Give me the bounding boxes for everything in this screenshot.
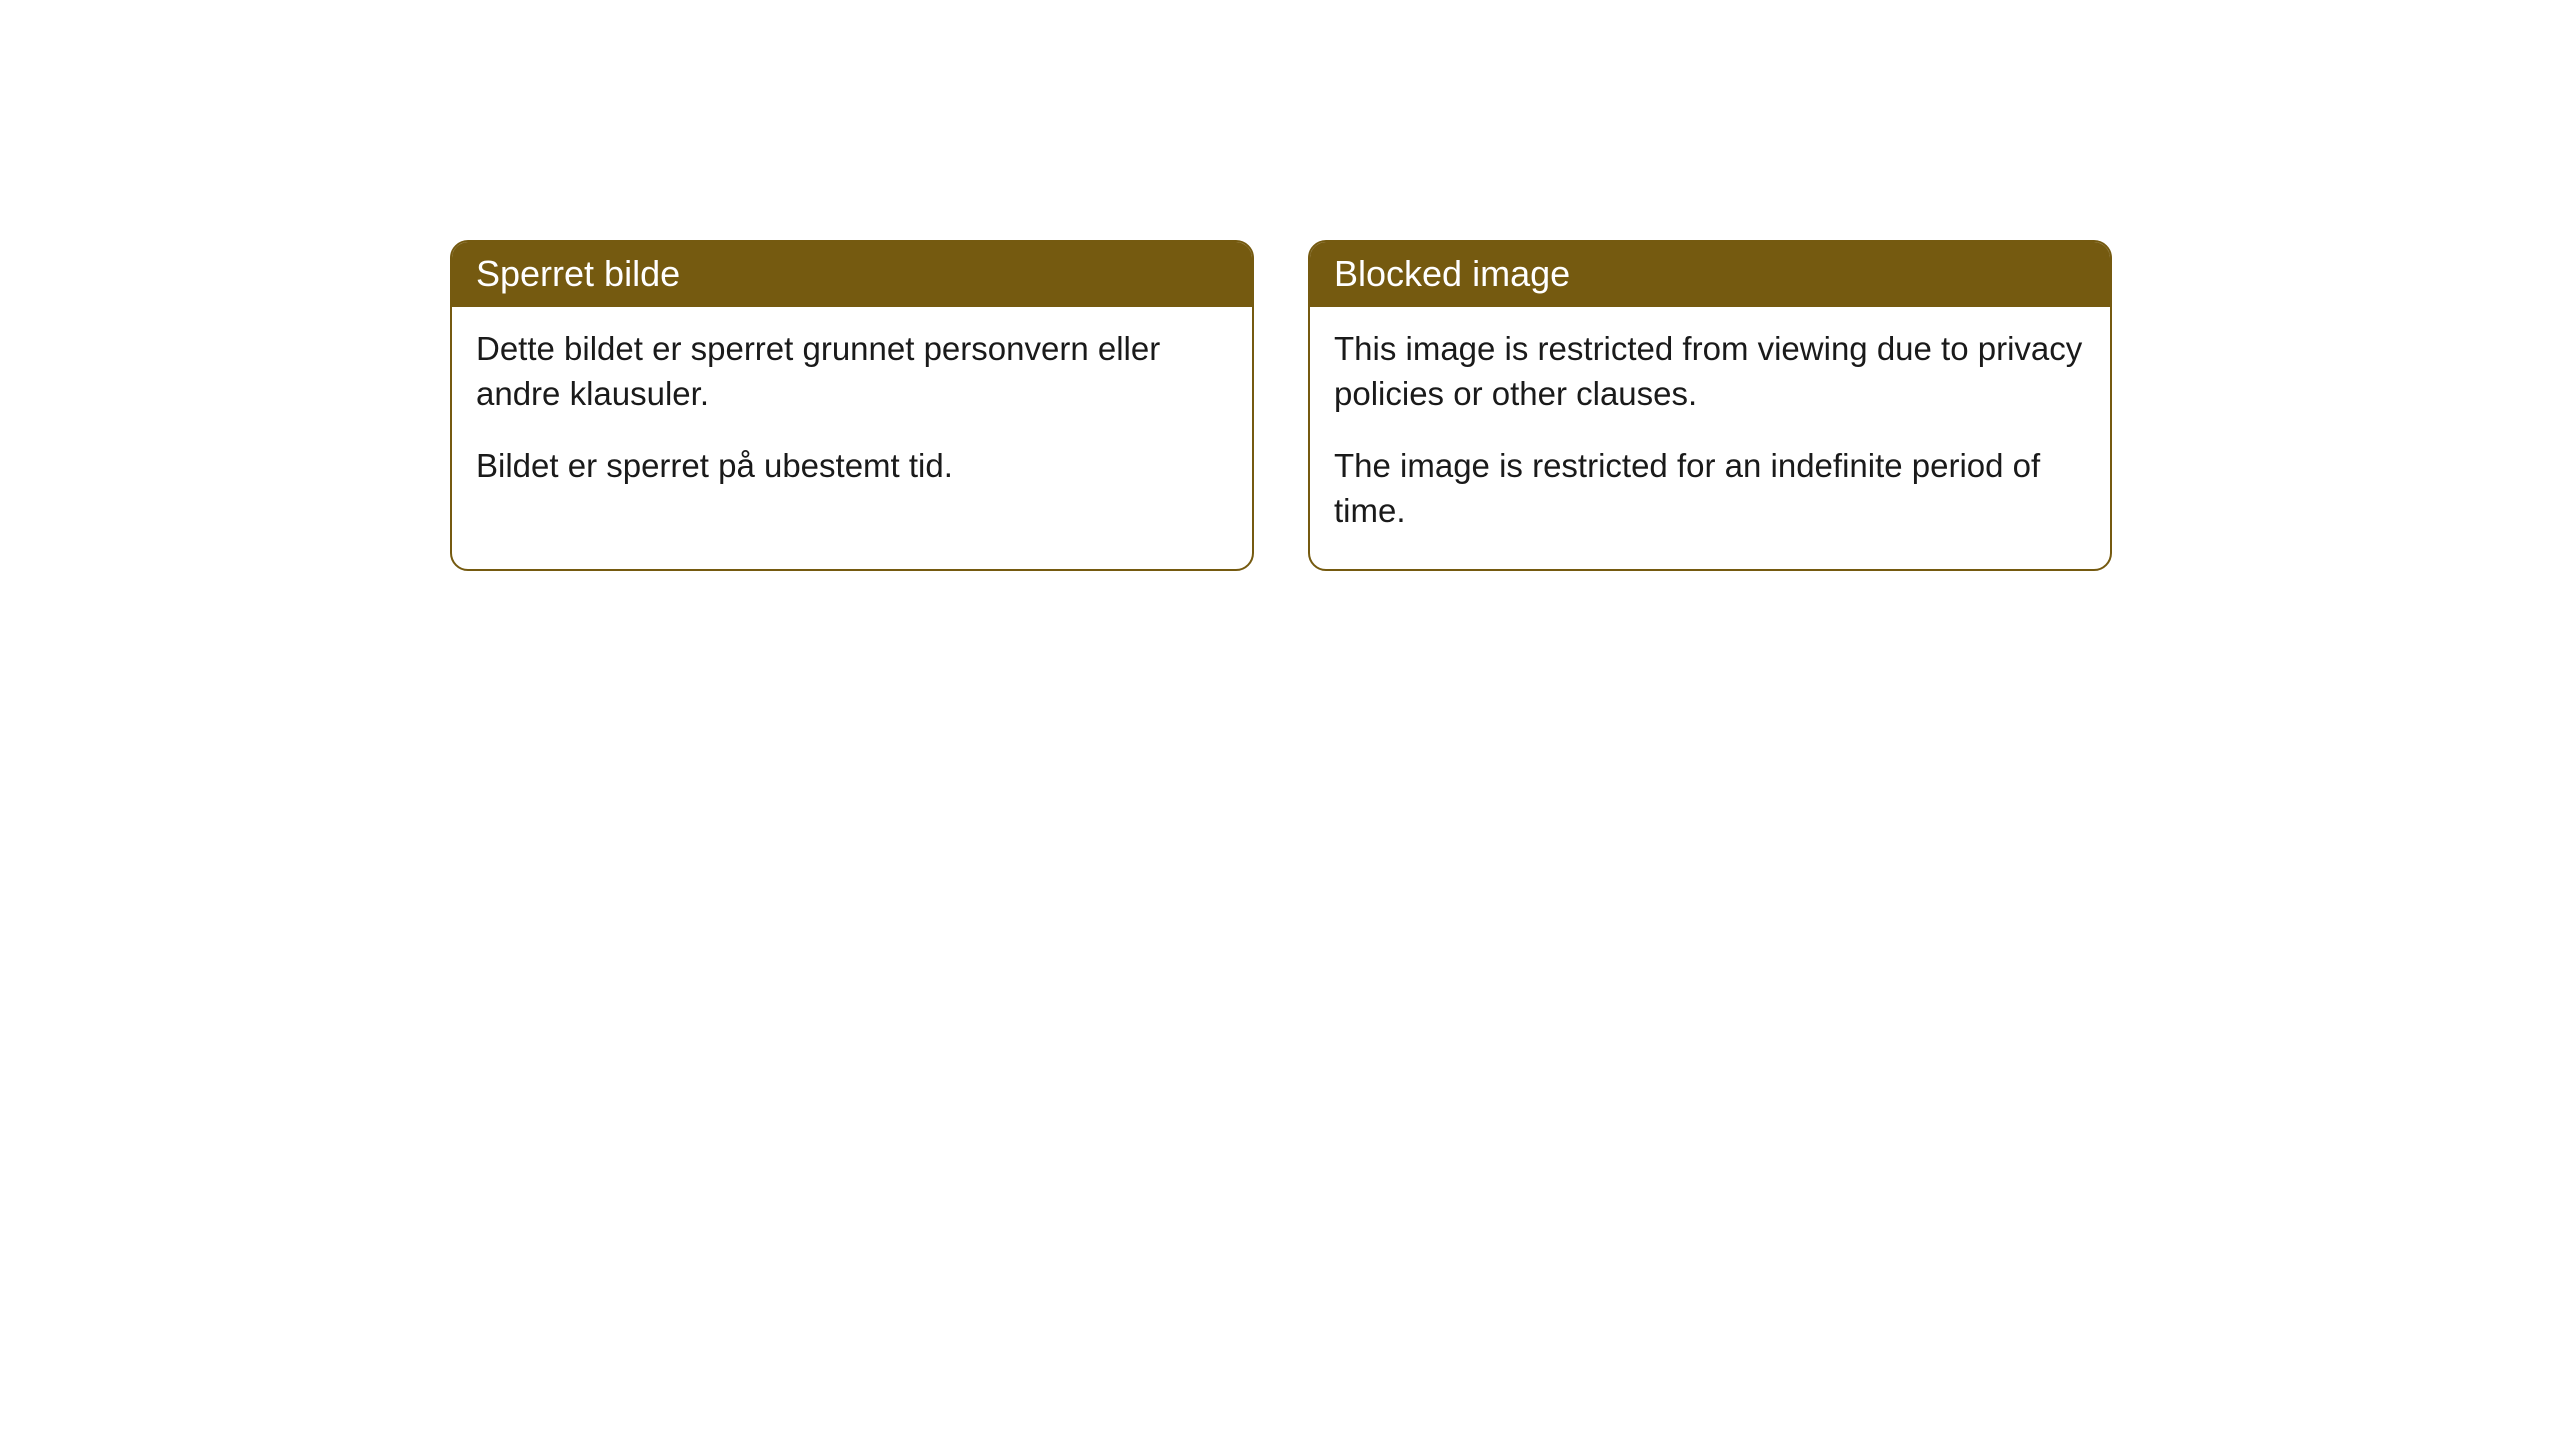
card-paragraph: This image is restricted from viewing du… [1334,327,2086,416]
card-paragraph: Bildet er sperret på ubestemt tid. [476,444,1228,489]
notice-card-norwegian: Sperret bilde Dette bildet er sperret gr… [450,240,1254,571]
card-title: Blocked image [1310,242,2110,307]
notice-card-english: Blocked image This image is restricted f… [1308,240,2112,571]
card-body: This image is restricted from viewing du… [1310,307,2110,569]
card-body: Dette bildet er sperret grunnet personve… [452,307,1252,525]
card-paragraph: Dette bildet er sperret grunnet personve… [476,327,1228,416]
card-title: Sperret bilde [452,242,1252,307]
card-paragraph: The image is restricted for an indefinit… [1334,444,2086,533]
notice-cards-container: Sperret bilde Dette bildet er sperret gr… [450,240,2112,571]
